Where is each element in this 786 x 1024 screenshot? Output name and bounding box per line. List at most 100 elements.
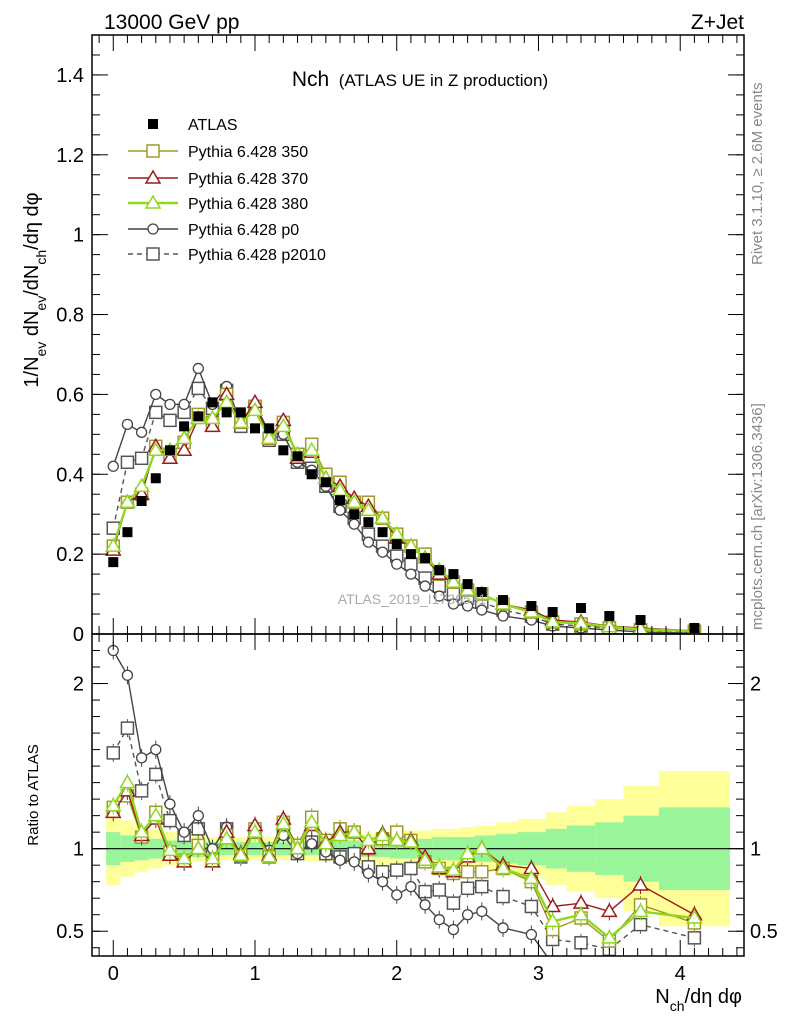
ratio-point bbox=[260, 848, 278, 863]
data-point bbox=[204, 417, 221, 433]
data-point bbox=[232, 413, 250, 429]
ratio-point bbox=[461, 909, 474, 921]
x-tick-label: 2 bbox=[391, 963, 402, 985]
legend-marker bbox=[147, 223, 159, 235]
data-point bbox=[136, 496, 147, 507]
ratio-point bbox=[604, 976, 614, 986]
ratio-point bbox=[246, 823, 264, 838]
data-point bbox=[576, 603, 586, 614]
y-tick-label: 1 bbox=[73, 225, 84, 247]
y-tick-label: 0.2 bbox=[56, 544, 84, 566]
ratio-point bbox=[331, 826, 349, 842]
data-point bbox=[635, 615, 646, 626]
data-point bbox=[498, 595, 509, 606]
ratio-series-layer bbox=[104, 641, 703, 986]
ratio-point bbox=[345, 823, 363, 838]
axis-label-part: ch bbox=[670, 998, 685, 1014]
ratio-point bbox=[524, 899, 539, 914]
legend-label: Pythia 6.428 350 bbox=[188, 144, 308, 161]
ratio-point bbox=[275, 815, 292, 830]
data-point bbox=[447, 598, 460, 610]
y-tick-label: 0.5 bbox=[56, 921, 84, 943]
data-point bbox=[476, 587, 487, 598]
ratio-point bbox=[362, 867, 375, 880]
data-point bbox=[376, 546, 389, 558]
ratio-point bbox=[388, 831, 406, 847]
legend: ATLAS Pythia 6.428 350 Pythia 6.428 370 Pyt… bbox=[128, 117, 326, 264]
data-point bbox=[405, 549, 416, 560]
ratio-point bbox=[687, 931, 702, 945]
ratio-point bbox=[523, 869, 540, 885]
data-point bbox=[377, 527, 388, 538]
ratio-point bbox=[348, 856, 360, 868]
ratio-point bbox=[334, 854, 346, 866]
data-point bbox=[164, 445, 175, 456]
axis-label-part: /dN bbox=[21, 265, 43, 296]
watermark: ATLAS_2019_I1736531 bbox=[338, 591, 487, 607]
data-point bbox=[362, 536, 375, 548]
data-point bbox=[476, 604, 488, 616]
series-line bbox=[112, 400, 695, 633]
axis-label-part: ch bbox=[33, 250, 49, 265]
ratio-point bbox=[133, 823, 150, 838]
ratio-point bbox=[460, 881, 475, 896]
data-point bbox=[150, 473, 161, 484]
axis-label-part: /dη dφ bbox=[685, 986, 742, 1008]
ratio-point bbox=[189, 840, 207, 855]
ratio-point bbox=[289, 840, 306, 855]
data-point bbox=[360, 501, 377, 516]
data-point bbox=[420, 553, 431, 564]
ratio-point bbox=[473, 840, 491, 855]
legend-label: Pythia 6.428 p0 bbox=[188, 222, 299, 239]
ratio-point bbox=[633, 917, 648, 932]
ratio-point bbox=[476, 905, 488, 918]
ratio-point bbox=[135, 752, 148, 764]
data-point bbox=[292, 451, 303, 462]
data-point bbox=[306, 469, 317, 480]
data-point bbox=[335, 495, 346, 506]
ratio-point bbox=[303, 813, 321, 828]
ratio-point bbox=[632, 876, 649, 891]
ratio-point bbox=[374, 826, 391, 842]
legend-marker bbox=[146, 247, 160, 261]
ratio-point bbox=[446, 896, 461, 910]
y-tick-label: 0.6 bbox=[56, 384, 84, 406]
legend-item-pythia-6-428-370: Pythia 6.428 370 bbox=[128, 169, 308, 188]
data-point bbox=[134, 451, 149, 466]
data-point bbox=[604, 611, 615, 622]
ratio-point bbox=[120, 721, 135, 735]
x-axis-label: Nch/dη dφ bbox=[655, 986, 742, 1014]
legend-label: Pythia 6.428 p2010 bbox=[188, 247, 326, 264]
data-point bbox=[193, 411, 204, 422]
data-point bbox=[462, 579, 473, 590]
data-point bbox=[334, 504, 346, 516]
ratio-point bbox=[306, 838, 318, 850]
legend-item-atlas: ATLAS bbox=[148, 117, 238, 134]
data-point bbox=[526, 601, 537, 612]
ratio-point bbox=[433, 914, 445, 926]
ratio-point bbox=[389, 863, 404, 877]
data-point bbox=[104, 537, 122, 552]
ratio-point bbox=[178, 826, 190, 838]
ratio-point bbox=[601, 902, 618, 918]
ratio-tick-label-right: 2 bbox=[750, 674, 761, 696]
data-point bbox=[133, 477, 150, 492]
ratio-point bbox=[574, 936, 588, 950]
data-point bbox=[163, 413, 177, 428]
main-series-layer bbox=[104, 362, 702, 634]
data-point bbox=[404, 557, 418, 571]
axis-label-part: ev bbox=[33, 342, 49, 357]
ratio-tick-label-right: 1 bbox=[750, 839, 761, 861]
ratio-point bbox=[525, 928, 538, 941]
ratio-point bbox=[204, 850, 221, 865]
ratio-point bbox=[134, 784, 149, 798]
axis-label-part: dN bbox=[21, 311, 43, 342]
legend-label: Pythia 6.428 380 bbox=[188, 196, 308, 213]
data-point bbox=[391, 539, 402, 550]
ratio-point bbox=[494, 859, 512, 875]
ratio-point bbox=[147, 807, 165, 822]
legend-label: ATLAS bbox=[188, 117, 238, 134]
legend-marker bbox=[144, 169, 162, 184]
legend-marker bbox=[148, 119, 158, 129]
